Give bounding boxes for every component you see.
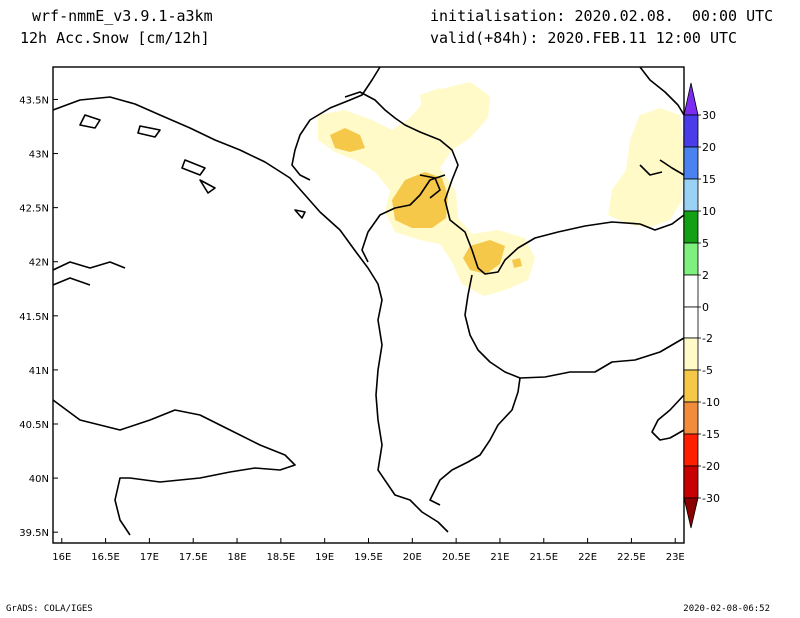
- colorbar-swatch: [683, 210, 699, 244]
- colorbar-swatch: [683, 337, 699, 371]
- colorbar-label: 10: [702, 205, 716, 218]
- colorbar-bottom-arrow: [683, 497, 699, 529]
- colorbar-label: 20: [702, 141, 716, 154]
- colorbar-label: 30: [702, 109, 716, 122]
- coastlines-borders: [52, 66, 685, 536]
- colorbar-swatch: [683, 306, 699, 339]
- lat-axis: 43.5N 43N 42.5N 42N 41.5N 41N 40.5N 40N 39.5N: [19, 95, 58, 539]
- lat-tick-label: 43.5N: [19, 95, 49, 106]
- colorbar-swatch: [683, 178, 699, 212]
- lat-tick-label: 43N: [29, 150, 49, 161]
- colorbar-swatch: [683, 242, 699, 276]
- lon-tick-label: 21E: [490, 552, 509, 563]
- colorbar-swatch: [683, 146, 699, 180]
- lat-tick-label: 41N: [29, 366, 49, 377]
- lon-tick-label: 19E: [315, 552, 334, 563]
- lon-tick-label: 18.5E: [267, 552, 296, 563]
- lon-tick-label: 17.5E: [179, 552, 208, 563]
- colorbar-label: -20: [702, 460, 720, 473]
- lon-tick-label: 22.5E: [617, 552, 646, 563]
- colorbar-label: -10: [702, 396, 720, 409]
- colorbar-label: 2: [702, 269, 709, 282]
- lat-tick-label: 40N: [29, 474, 49, 485]
- colorbar-label: 5: [702, 237, 709, 250]
- colorbar-swatch: [683, 401, 699, 435]
- colorbar-label: -15: [702, 428, 720, 441]
- colorbar-swatch: [683, 433, 699, 467]
- lon-tick-label: 18E: [228, 552, 247, 563]
- lon-tick-label: 17E: [140, 552, 159, 563]
- lat-tick-label: 42N: [29, 258, 49, 269]
- lon-tick-label: 16.5E: [91, 552, 120, 563]
- snow-field-medium: [330, 128, 522, 274]
- lon-tick-label: 20.5E: [442, 552, 471, 563]
- lon-axis: 16E 16.5E 17E 17.5E 18E 18.5E 19E 19.5E 20E 20.5E…: [52, 538, 685, 563]
- model-title: wrf-nmmE_v3.9.1-a3km: [32, 7, 213, 25]
- colorbar-swatch: [683, 369, 699, 403]
- lat-tick-label: 41.5N: [19, 312, 49, 323]
- footer-credit: GrADS: COLA/IGES: [6, 604, 93, 614]
- lon-tick-label: 19.5E: [354, 552, 383, 563]
- lat-tick-label: 39.5N: [19, 528, 49, 539]
- lon-tick-label: 20E: [403, 552, 422, 563]
- init-time: initialisation: 2020.02.08. 00:00 UTC: [430, 7, 774, 25]
- colorbar-top-arrow: [683, 82, 699, 116]
- field-title: 12h Acc.Snow [cm/12h]: [20, 29, 210, 47]
- valid-time: valid(+84h): 2020.FEB.11 12:00 UTC: [430, 29, 738, 47]
- lon-tick-label: 21.5E: [529, 552, 558, 563]
- footer-timestamp: 2020-02-08-06:52: [683, 604, 770, 614]
- colorbar-swatch: [683, 274, 699, 308]
- colorbar-swatch: [683, 465, 699, 499]
- lon-tick-label: 22E: [578, 552, 597, 563]
- lat-tick-label: 40.5N: [19, 420, 49, 431]
- lat-tick-label: 42.5N: [19, 204, 49, 215]
- colorbar-label: -5: [702, 364, 713, 377]
- colorbar-label: -30: [702, 492, 720, 505]
- colorbar-label: -2: [702, 332, 713, 345]
- snow-field-light: [318, 82, 684, 296]
- lon-tick-label: 16E: [52, 552, 71, 563]
- colorbar-label: 15: [702, 173, 716, 186]
- colorbar-swatch: [683, 114, 699, 148]
- colorbar-label: 0: [702, 301, 709, 314]
- lon-tick-label: 23E: [666, 552, 685, 563]
